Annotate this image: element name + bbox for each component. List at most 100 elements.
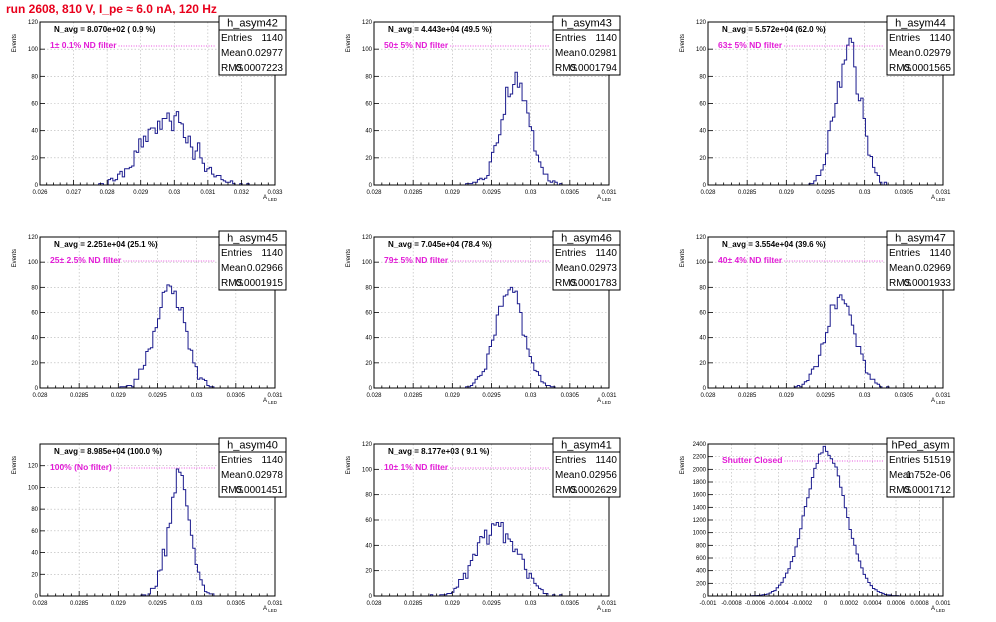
y-tick-label: 200 — [696, 581, 707, 587]
x-tick-label: -0.0004 — [768, 601, 789, 607]
navg-label: N_avg = 8.070e+02 ( 0.9 %) — [54, 25, 156, 34]
x-tick-label: 0.0285 — [404, 601, 423, 607]
y-tick-label: 80 — [365, 74, 372, 80]
y-tick-label: 0 — [369, 594, 373, 600]
navg-label: N_avg = 8.177e+03 ( 9.1 %) — [388, 447, 490, 456]
y-tick-label: 60 — [365, 311, 372, 317]
y-tick-label: 1800 — [693, 480, 707, 486]
y-tick-label: 80 — [365, 285, 372, 291]
y-tick-label: 20 — [31, 361, 38, 367]
x-tick-label: 0.0002 — [840, 601, 859, 607]
x-tick-label: 0.001 — [935, 601, 951, 607]
x-tick-label: 0.033 — [267, 190, 283, 196]
navg-label: N_avg = 4.443e+04 (49.5 %) — [388, 25, 492, 34]
x-tick-label: 0.031 — [601, 601, 617, 607]
x-tick-label: 0.028 — [100, 190, 116, 196]
stats-value: 1140 — [929, 248, 951, 259]
stats-histogram-name: h_asym42 — [227, 18, 278, 30]
x-tick-label: 0.028 — [366, 190, 382, 196]
y-tick-label: 100 — [362, 47, 373, 53]
stats-value: 0.0001915 — [236, 278, 284, 289]
stats-key: Entries — [221, 248, 252, 259]
x-tick-label: 0.028 — [32, 601, 48, 607]
x-tick-label: 0.0295 — [148, 393, 167, 399]
x-tick-label: 0.031 — [601, 190, 617, 196]
stats-value: 0.02981 — [581, 48, 618, 59]
x-tick-label: 0.03 — [191, 393, 203, 399]
stats-key: Entries — [889, 248, 920, 259]
filter-label: 40± 4% ND filter — [718, 255, 783, 265]
stats-key: RMS — [555, 278, 578, 289]
y-tick-label: 0 — [369, 183, 373, 189]
stats-key: Entries — [555, 248, 586, 259]
stats-key: Mean — [555, 48, 580, 59]
stats-value: 0.02973 — [581, 263, 618, 274]
x-tick-label: 0.03 — [859, 190, 871, 196]
y-tick-label: 120 — [696, 20, 707, 26]
x-tick-label: 0.0295 — [482, 190, 501, 196]
stats-key: Mean — [221, 263, 246, 274]
stats-value: 0.0001794 — [570, 63, 618, 74]
stats-value: 0.0001783 — [570, 278, 618, 289]
navg-label: N_avg = 7.045e+04 (78.4 %) — [388, 240, 492, 249]
y-axis-title: Events — [346, 34, 352, 52]
x-tick-label: 0.03 — [525, 190, 537, 196]
y-tick-label: 100 — [696, 47, 707, 53]
y-tick-label: 1600 — [693, 493, 707, 499]
y-tick-label: 20 — [365, 361, 372, 367]
y-tick-label: 20 — [365, 156, 372, 162]
stats-histogram-name: h_asym45 — [227, 233, 278, 245]
y-tick-label: 20 — [699, 156, 706, 162]
stats-key: Mean — [555, 263, 580, 274]
y-tick-label: 20 — [699, 361, 706, 367]
x-axis-title: A LED — [931, 195, 946, 202]
x-tick-label: 0.0305 — [561, 601, 580, 607]
x-tick-label: 0.0285 — [738, 190, 757, 196]
y-tick-label: 60 — [31, 102, 38, 108]
panel-hPed_asym: -0.001 -0.0008 -0.0006 -0.0004 -0.0002 0 0.000… — [680, 437, 955, 613]
x-tick-label: -0.001 — [699, 601, 717, 607]
stats-key: RMS — [889, 278, 912, 289]
stats-value: 0.0007223 — [236, 63, 284, 74]
panel-h_asym42: 0.026 0.027 0.028 0.029 0.03 0.031 0.032 0.033 0… — [12, 15, 287, 202]
panel-h_asym46: 0.028 0.0285 0.029 0.0295 0.03 0.0305 0.031 0 20… — [346, 230, 621, 405]
x-tick-label: 0.0285 — [404, 190, 423, 196]
x-tick-label: 0.029 — [111, 601, 127, 607]
stats-key: Mean — [889, 48, 914, 59]
stats-key: RMS — [889, 63, 912, 74]
stats-histogram-name: hPed_asym — [891, 440, 949, 452]
stats-value: 0.0001933 — [904, 278, 952, 289]
x-tick-label: 0.029 — [445, 393, 461, 399]
filter-label: 10± 1% ND filter — [384, 462, 449, 472]
stats-histogram-name: h_asym43 — [561, 18, 612, 30]
x-tick-label: 0.03 — [859, 393, 871, 399]
y-tick-label: 40 — [31, 551, 38, 557]
stats-value: 0.02966 — [247, 263, 284, 274]
stats-value: 1140 — [261, 33, 283, 44]
y-tick-label: 2200 — [693, 455, 707, 461]
y-tick-label: 1200 — [693, 518, 707, 524]
stats-key: Entries — [221, 33, 252, 44]
stats-value: 1140 — [261, 248, 283, 259]
y-tick-label: 600 — [696, 556, 707, 562]
y-tick-label: 40 — [699, 336, 706, 342]
panel-h_asym40: 0.028 0.0285 0.029 0.0295 0.03 0.0305 0.031 0 20… — [12, 437, 287, 613]
stats-value: 0.02979 — [915, 48, 952, 59]
panel-h_asym44: 0.028 0.0285 0.029 0.0295 0.03 0.0305 0.031 0 20… — [680, 15, 955, 202]
stats-box — [552, 244, 621, 291]
x-axis-title: A LED — [931, 606, 946, 613]
stats-key: RMS — [555, 485, 578, 496]
y-tick-label: 80 — [699, 285, 706, 291]
y-tick-label: 80 — [31, 285, 38, 291]
y-tick-label: 80 — [31, 507, 38, 513]
stats-box — [886, 29, 955, 76]
x-tick-label: 0.0305 — [227, 601, 246, 607]
x-axis-title: A LED — [597, 195, 612, 202]
y-tick-label: 40 — [365, 129, 372, 135]
panel-h_asym45: 0.028 0.0285 0.029 0.0295 0.03 0.0305 0.031 0 20… — [12, 230, 287, 405]
x-tick-label: -0.0008 — [721, 601, 742, 607]
y-tick-label: 40 — [31, 129, 38, 135]
stats-box — [218, 29, 287, 76]
y-axis-title: Events — [12, 456, 18, 474]
y-tick-label: 800 — [696, 543, 707, 549]
